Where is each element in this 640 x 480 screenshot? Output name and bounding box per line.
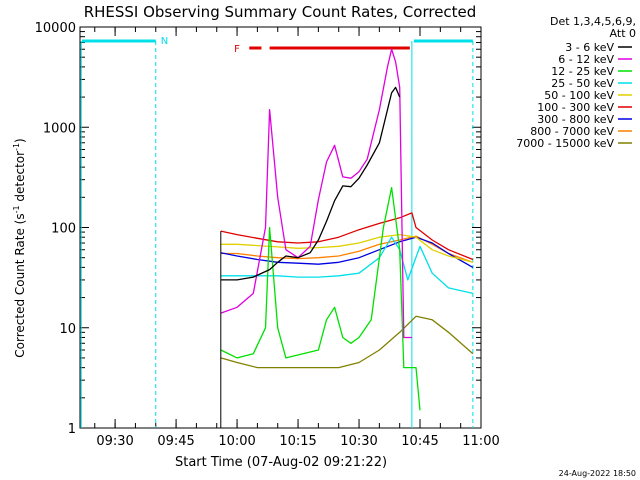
legend-label-7: 800 - 7000 keV [530, 125, 614, 138]
series-line-7 [220, 235, 474, 263]
series-line-5 [220, 212, 474, 261]
series-line-8 [220, 315, 474, 369]
chart-title: RHESSI Observing Summary Count Rates, Co… [84, 3, 477, 21]
x-tick-label: 10:30 [340, 434, 377, 449]
series-line-6 [220, 236, 474, 268]
x-tick-label: 10:00 [218, 434, 255, 449]
x-tick-label: 09:30 [96, 434, 133, 449]
legend-label-4: 50 - 100 keV [544, 89, 614, 102]
flare-marker-label: F [234, 44, 240, 55]
legend-label-2: 12 - 25 keV [551, 65, 614, 78]
y-axis-label: Corrected Count Rate (s-1 detector-1) [12, 138, 27, 357]
x-axis-label: Start Time (07-Aug-02 09:21:22) [175, 455, 387, 470]
x-tick-label: 10:15 [279, 434, 316, 449]
series-line-0 [220, 86, 401, 281]
legend-title-line-1: Det 1,3,4,5,6,9, [550, 15, 636, 28]
x-tick-label: 11:00 [462, 434, 499, 449]
plot-area: 1 10 100 1000 10000 09:30 09:45 10:00 10:15 10:30… [35, 21, 500, 449]
legend-label-3: 25 - 50 keV [551, 77, 614, 90]
y-tick-label: 1 [68, 422, 76, 437]
legend-label-1: 6 - 12 keV [558, 53, 614, 66]
series-line-4 [220, 233, 474, 263]
y-tick-label: 100 [51, 222, 76, 237]
y-tick-label: 10 [59, 322, 76, 337]
night-marker-label: N [161, 36, 168, 47]
x-tick-label: 10:45 [401, 434, 438, 449]
series-line-1 [220, 48, 412, 339]
legend-label-5: 100 - 300 keV [537, 101, 614, 114]
series-line-2 [220, 186, 421, 411]
legend-label-8: 7000 - 15000 keV [516, 137, 614, 150]
legend-label-0: 3 - 6 keV [565, 41, 614, 54]
footer-timestamp: 24-Aug-2022 18:50 [559, 469, 636, 478]
y-tick-label: 1000 [43, 121, 76, 136]
legend-title-line-2: Att 0 [610, 27, 636, 40]
x-tick-label: 09:45 [157, 434, 194, 449]
y-tick-label: 10000 [35, 21, 76, 36]
legend-label-6: 300 - 800 keV [537, 113, 614, 126]
